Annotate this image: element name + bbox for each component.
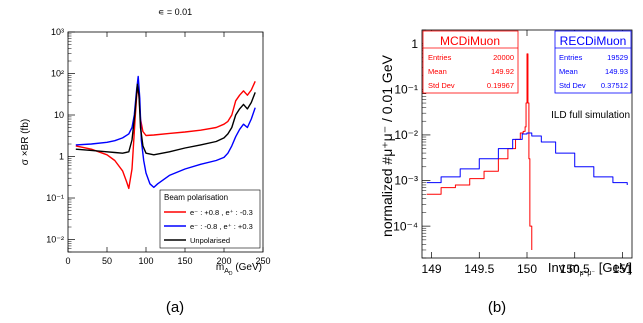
x-tick-label-100: 100	[138, 256, 153, 266]
x-tick-label-149-5: 149.5	[464, 262, 494, 276]
legend-title: Beam polarisation	[164, 193, 228, 202]
series-line-recdimuon	[426, 132, 628, 185]
x-tick-label-200: 200	[216, 256, 231, 266]
panel-a-x-label-sub: A	[224, 268, 229, 275]
panel-a: ∊ = 0.01 0 50 100 150 200 250 10⁻² 10⁻¹ 1 10 10² 10…	[5, 5, 275, 316]
y-tick-label-3: 10	[54, 110, 64, 120]
panel-b-x-label: Inv mμ⁺μ⁻ [GeV]	[548, 260, 632, 277]
legend-label-unpolarised: Unpolarised	[190, 236, 230, 245]
panel-a-caption: (a)	[166, 299, 184, 316]
stats-box-mc-title: MCDiMuon	[440, 34, 500, 48]
x-tick-label-151: 151	[612, 262, 632, 276]
panel-a-y-label: σ ×BR (fb)	[20, 119, 31, 165]
y-tick-label-1: 10⁻¹	[46, 193, 64, 203]
panel-b-frame	[421, 29, 633, 259]
y-tick-label-5: 10³	[51, 27, 64, 37]
legend-box	[159, 189, 261, 249]
stats-mc-label-entries: Entries	[428, 53, 452, 62]
stats-rec-value-entries: 19529	[607, 53, 628, 62]
panel-a-frame	[67, 31, 264, 253]
y-tick-label-2: 1	[59, 152, 64, 162]
panel-a-title: ∊ = 0.01	[158, 7, 192, 17]
panel-a-plot-area: 0 50 100 150 200 250 10⁻² 10⁻¹ 1 10 10² 10³	[46, 27, 270, 266]
panel-a-x-label: mAD (GeV)	[216, 262, 262, 277]
stats-rec-value-stddev: 0.37512	[601, 81, 628, 90]
stats-rec-value-mean: 149.93	[605, 67, 628, 76]
x-tick-label-150: 150	[517, 262, 537, 276]
y-tick-label-0: 10⁻²	[46, 235, 64, 245]
x-tick-label-50: 50	[102, 256, 112, 266]
panel-a-x-label-main: m	[216, 262, 224, 273]
x-tick-label-0: 0	[65, 256, 70, 266]
stats-box-mc: MCDiMuon Entries 20000 Mean 149.92 Std D…	[422, 30, 519, 94]
stats-box-mc-frame	[422, 30, 519, 94]
panel-b-x-label-main: Inv m	[548, 260, 580, 275]
stats-mc-label-stddev: Std Dev	[428, 81, 455, 90]
stats-rec-label-stddev: Std Dev	[559, 81, 586, 90]
y-tick-label-4: 10²	[51, 69, 64, 79]
stats-mc-value-mean: 149.92	[491, 67, 514, 76]
series-line-mcdimuon	[426, 53, 533, 250]
panel-a-x-label-subsub: D	[229, 271, 233, 277]
panel-b: 149 149.5 150 150.5 151 10⁻⁴ 10⁻³ 10⁻² 10⁻¹ 1 nor…	[378, 22, 636, 316]
x-tick-label-150-5: 150.5	[560, 262, 590, 276]
y-tick-label-0: 10⁻⁴	[393, 219, 418, 233]
panel-a-legend: Beam polarisation e⁻ : +0.8 , e⁺ : -0.3 …	[159, 189, 261, 249]
series-line-e-0-8-e-0-3	[75, 81, 256, 190]
stats-box-rec: RECDiMuon Entries 19529 Mean 149.93 Std …	[554, 30, 632, 94]
y-tick-label-1: 10⁻³	[394, 174, 418, 188]
stats-mc-value-stddev: 0.19967	[487, 81, 514, 90]
x-tick-label-250: 250	[255, 256, 270, 266]
legend-label-pol-minus: e⁻ : -0.8 , e⁺ : +0.3	[190, 222, 253, 231]
stats-box-rec-frame	[554, 30, 632, 94]
panel-b-caption: (b)	[488, 299, 506, 316]
panel-b-plot-area: 149 149.5 150 150.5 151 10⁻⁴ 10⁻³ 10⁻² 10⁻¹ 1	[393, 29, 633, 276]
stats-rec-label-mean: Mean	[559, 67, 578, 76]
stats-box-rec-title: RECDiMuon	[560, 34, 627, 48]
stats-rec-label-entries: Entries	[559, 53, 583, 62]
y-tick-label-2: 10⁻²	[394, 128, 418, 142]
stats-mc-label-mean: Mean	[428, 67, 447, 76]
simulation-annotation: ILD full simulation	[551, 110, 630, 121]
y-tick-label-4: 1	[411, 37, 418, 51]
series-line-unpolarised	[75, 83, 256, 156]
series-line-e-0-8-e-0-3	[75, 75, 256, 189]
legend-label-pol-plus: e⁻ : +0.8 , e⁺ : -0.3	[190, 208, 253, 217]
panel-b-y-label: normalized #μ⁺μ⁻ / 0.01 GeV	[379, 54, 395, 237]
panel-b-x-label-unit: [GeV]	[595, 260, 632, 275]
x-tick-label-150: 150	[177, 256, 192, 266]
panel-a-x-label-unit: (GeV)	[233, 262, 262, 273]
panel-b-x-label-sub: μ⁺μ⁻	[580, 270, 596, 277]
x-tick-label-149: 149	[422, 262, 442, 276]
y-tick-label-3: 10⁻¹	[394, 83, 418, 97]
stats-mc-value-entries: 20000	[493, 53, 514, 62]
